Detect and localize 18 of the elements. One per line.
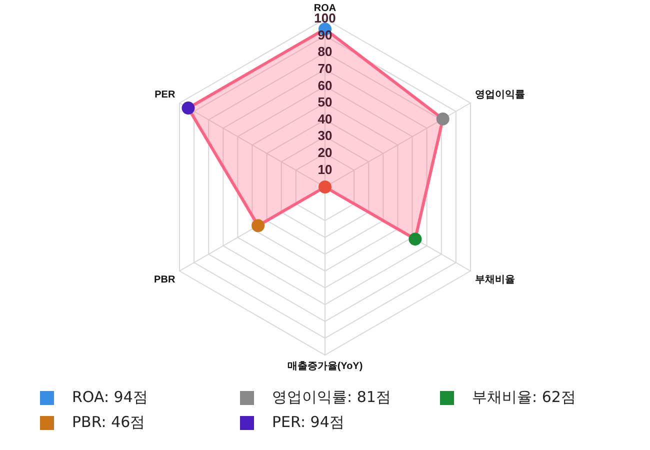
text: PER: 94점	[272, 413, 344, 432]
spoke-label: PBR	[154, 274, 176, 286]
text: PBR: 46점	[72, 413, 146, 432]
y-tick-label: 20	[318, 144, 332, 160]
spoke-label: PER	[154, 89, 176, 100]
spoke-label: 매출증가율(YoY)	[287, 360, 363, 372]
spoke-label: 부채비율	[474, 274, 515, 286]
y-tick-label: 80	[318, 44, 332, 60]
y-tick-label: 60	[318, 78, 332, 93]
text: 부채비율: 62점	[472, 388, 576, 407]
y-tick-label: 30	[318, 128, 332, 144]
y-tick-label: 40	[318, 111, 332, 126]
text: ROA: 94점	[72, 388, 148, 407]
text: 영업이익률: 81점	[272, 388, 391, 407]
y-tick-label: 10	[318, 162, 332, 177]
y-tick-label: 70	[318, 60, 332, 76]
y-tick-label: 50	[318, 94, 332, 110]
spoke-label: 영업이익률	[474, 89, 525, 100]
